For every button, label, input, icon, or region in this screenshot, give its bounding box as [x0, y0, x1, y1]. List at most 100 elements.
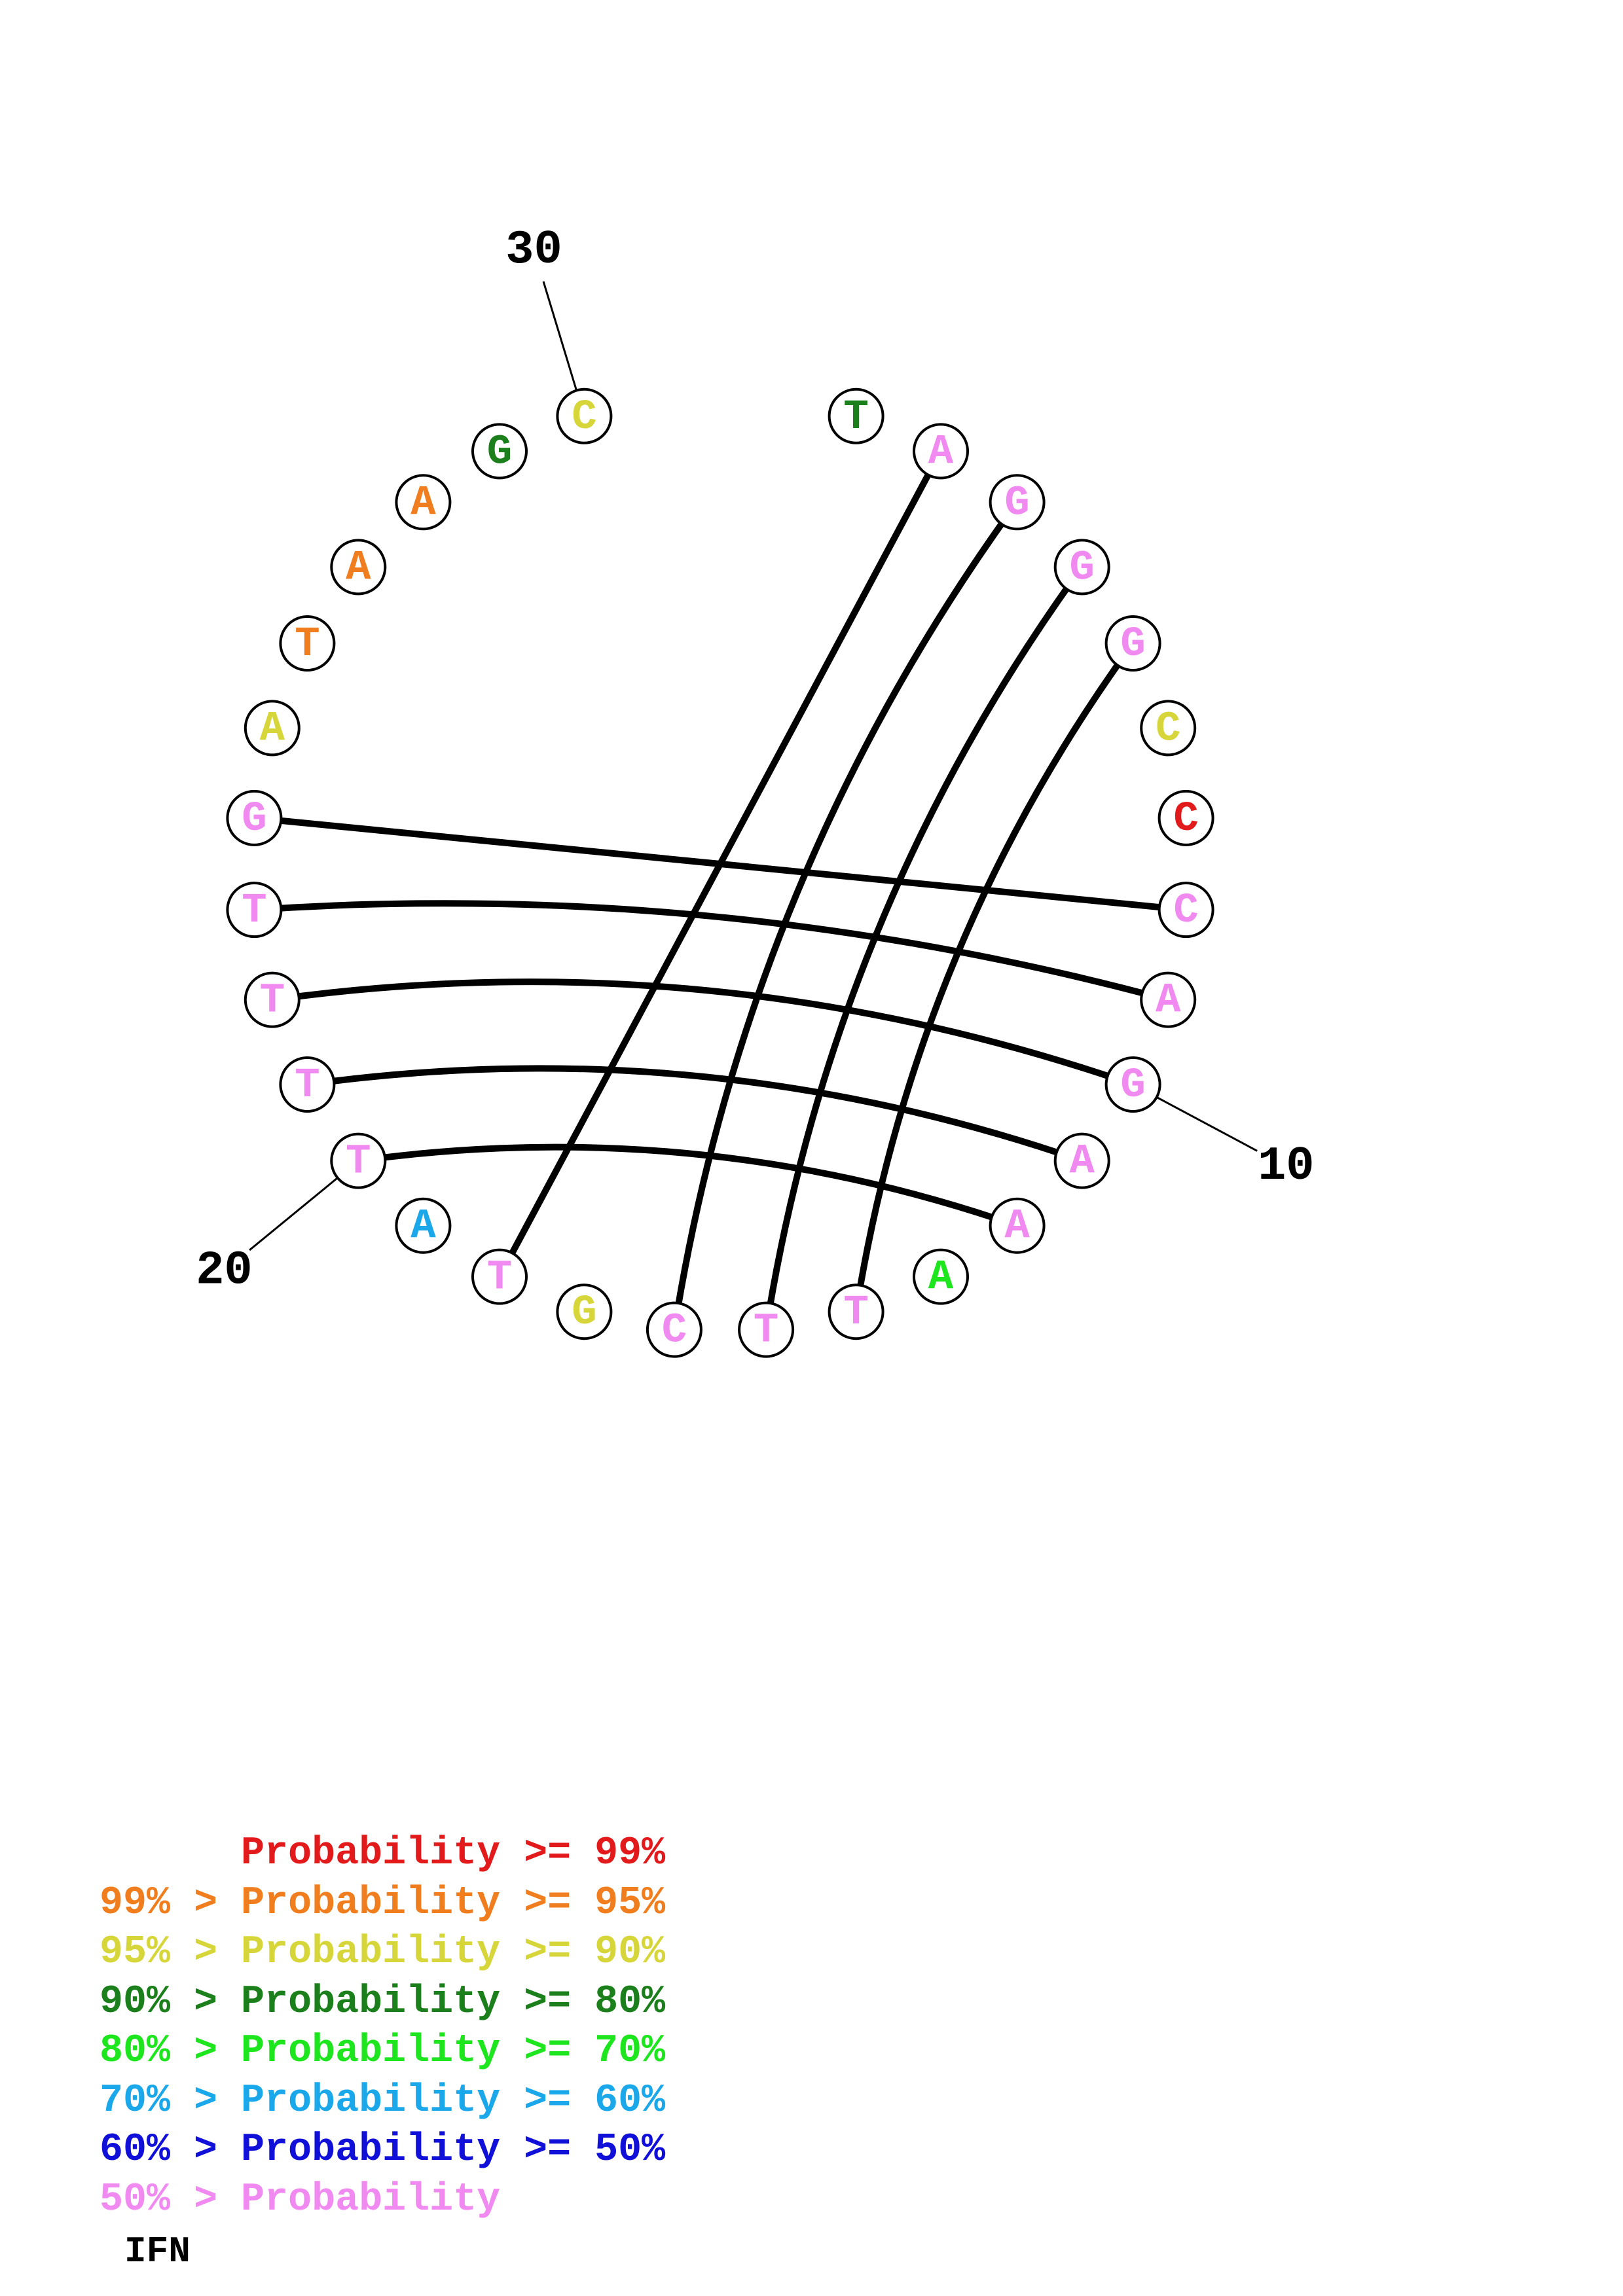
sequence-name: IFN [124, 2231, 191, 2272]
pair-line-11-21 [304, 1065, 1085, 1164]
nucleotide-15: T [738, 1301, 795, 1358]
nucleotide-4: G [1053, 539, 1110, 596]
legend-label: Probability >= 90% [241, 1930, 666, 1975]
nucleotide-circle [738, 1301, 795, 1358]
legend-prefix [100, 1831, 241, 1876]
legend-row-4: 90% > Probability >= 80% [100, 1978, 665, 2028]
nucleotide-letter: G [242, 796, 266, 843]
nucleotide-11: A [1053, 1132, 1110, 1189]
nucleotide-circle [395, 1197, 452, 1254]
nucleotide-circle [913, 423, 969, 480]
legend-prefix: 90% > [100, 1979, 242, 2024]
nucleotide-circle [989, 474, 1046, 531]
nucleotide-letter: T [260, 978, 285, 1025]
pair-line-4-15 [763, 564, 1085, 1333]
nucleotide-circle [989, 1197, 1046, 1254]
nucleotide-circle [395, 474, 452, 531]
nucleotide-26: T [279, 615, 336, 672]
pair-line-10-22 [268, 978, 1137, 1088]
nucleotide-circle [828, 387, 884, 444]
tick-line-20 [249, 1177, 338, 1251]
nucleotide-17: G [556, 1283, 613, 1340]
position-label-10: 10 [1258, 1139, 1314, 1193]
pair-line-8-24 [251, 814, 1190, 914]
nucleotide-letter: A [928, 429, 954, 476]
pair-line-3-16 [670, 499, 1021, 1333]
nucleotide-circle [1053, 1132, 1110, 1189]
legend-row-2: 99% > Probability >= 95% [100, 1879, 665, 1929]
nucleotide-23: T [226, 882, 283, 939]
tick-line-30 [542, 281, 577, 391]
nucleotide-letter: T [843, 1289, 868, 1336]
nucleotide-22: T [244, 971, 301, 1028]
nucleotide-circle [226, 789, 283, 846]
legend-row-8: 50% > Probability [100, 2176, 665, 2225]
nucleotide-letter: C [1156, 706, 1180, 753]
legend-label: Probability >= 99% [241, 1831, 666, 1876]
nucleotide-letter: T [295, 621, 319, 668]
nucleotide-circle [471, 1248, 528, 1305]
legend-label: Probability >= 95% [241, 1880, 666, 1926]
nucleotide-19: A [395, 1197, 452, 1254]
nucleotide-8: C [1158, 882, 1214, 939]
legend-label: Probability >= 50% [241, 2128, 666, 2172]
nucleotide-letter: T [754, 1308, 778, 1355]
nucleotide-circle [244, 971, 301, 1028]
nucleotide-letter: A [928, 1255, 954, 1302]
nucleotide-letter: T [487, 1255, 512, 1302]
legend-prefix: 50% > [100, 2177, 242, 2222]
nucleotide-14: T [828, 1283, 884, 1340]
legend-prefix: 60% > [100, 2128, 242, 2172]
nucleotide-9: A [1140, 971, 1197, 1028]
nucleotide-circle [330, 539, 387, 596]
nucleotide-circle [1053, 539, 1110, 596]
nucleotide-13: A [913, 1248, 969, 1305]
legend-row-1: Probability >= 99% [100, 1829, 665, 1879]
nucleotide-circle [279, 615, 336, 672]
pair-line-12-20 [355, 1143, 1021, 1229]
nucleotide-7: C [1158, 789, 1214, 846]
nucleotide-circle [1158, 882, 1214, 939]
nucleotide-letter: G [1004, 480, 1029, 527]
nucleotide-circle [1104, 615, 1161, 672]
position-ticks: 10 20 30 [196, 223, 1314, 1298]
legend-prefix: 80% > [100, 2029, 242, 2073]
nucleotide-letter: C [1173, 796, 1198, 843]
nucleotide-circle [471, 423, 528, 480]
nucleotide-6: C [1140, 700, 1197, 757]
tick-line-10 [1156, 1096, 1258, 1152]
nucleotide-letter: G [1069, 545, 1094, 592]
nucleotide-25: A [244, 700, 301, 757]
nucleotide-circle [646, 1301, 702, 1358]
nucleotide-letter: T [242, 888, 266, 935]
position-label-20: 20 [196, 1244, 252, 1298]
nucleotide-30: C [556, 387, 613, 444]
nucleotide-letter: T [843, 394, 868, 441]
nucleotide-letter: G [1120, 1062, 1145, 1109]
legend-label: Probability >= 70% [241, 2029, 666, 2073]
nucleotide-circle [828, 1283, 884, 1340]
nucleotide-circle [244, 700, 301, 757]
pair-line-9-23 [251, 900, 1172, 1003]
nucleotide-circle [1158, 789, 1214, 846]
nucleotide-circle [556, 387, 613, 444]
nucleotide-letter: G [572, 1289, 596, 1336]
nucleotide-28: A [395, 474, 452, 531]
legend-row-6: 70% > Probability >= 60% [100, 2077, 665, 2126]
nucleotide-circle [556, 1283, 613, 1340]
nucleotide-circle [913, 1248, 969, 1305]
nucleotide-circle [226, 882, 283, 939]
nucleotide-letter: T [346, 1139, 371, 1186]
nucleotide-circle [279, 1056, 336, 1113]
nucleotide-letter: C [1173, 888, 1198, 935]
nucleotide-letter: A [1069, 1139, 1095, 1186]
nucleotide-letter: C [572, 394, 596, 441]
nucleotide-letter: G [487, 429, 512, 476]
nucleotide-29: G [471, 423, 528, 480]
nucleotide-letter: G [1120, 621, 1145, 668]
legend-prefix: 70% > [100, 2078, 242, 2123]
nucleotide-letter: A [410, 1204, 436, 1251]
pair-line-5-14 [852, 640, 1137, 1316]
nucleotide-letter: T [295, 1062, 319, 1109]
